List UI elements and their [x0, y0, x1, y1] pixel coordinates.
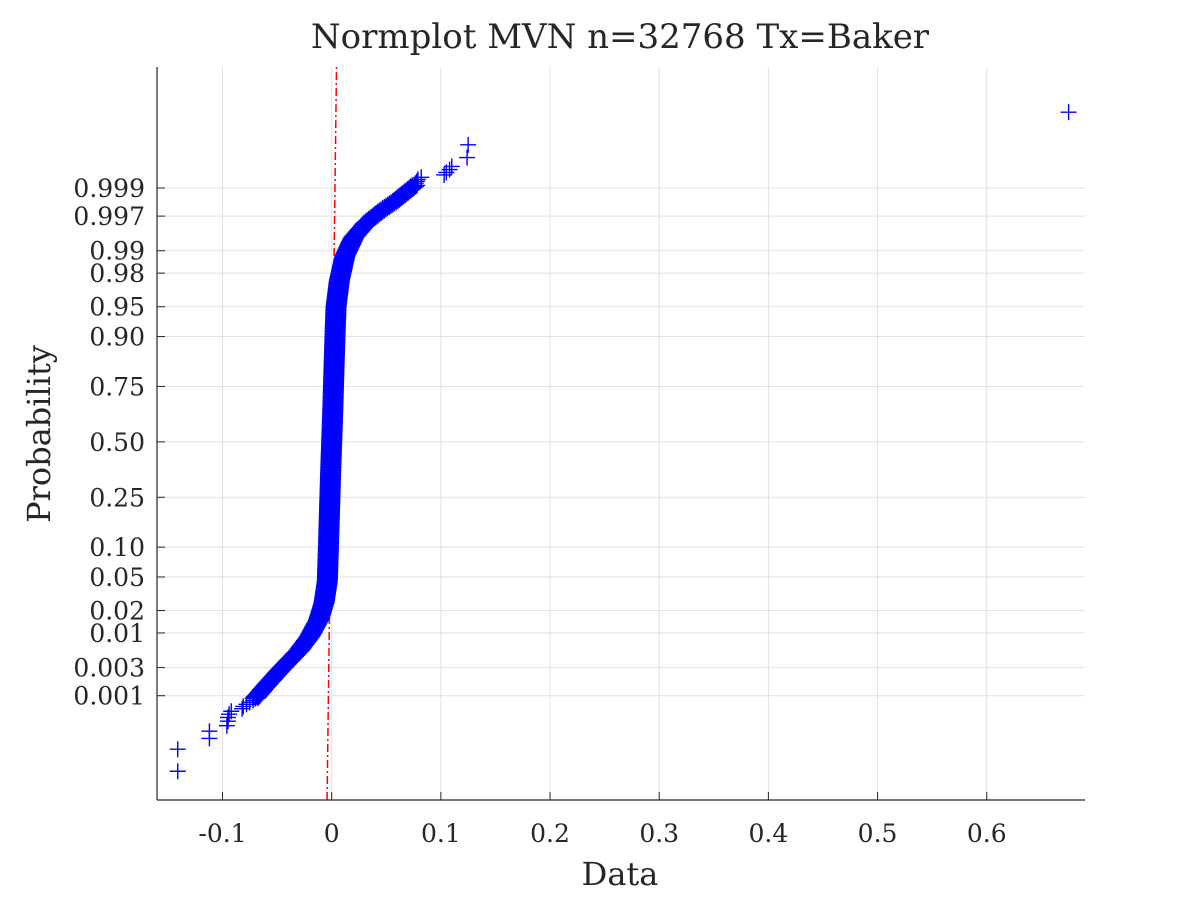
x-tick-label: -0.1: [198, 819, 246, 848]
data-point-outlier: [221, 706, 238, 723]
grid-lines: [157, 67, 1085, 800]
x-tick-labels: -0.1 0 0.1 0.2 0.3 0.4 0.5 0.6: [198, 819, 1006, 848]
y-tick-label: 0.003: [73, 654, 145, 683]
reference-line-group: [326, 66, 338, 801]
y-tick-label: 0.10: [89, 533, 145, 562]
y-tick-label: 0.05: [89, 563, 145, 592]
data-point-outlier: [413, 169, 430, 186]
data-point-outlier: [443, 158, 460, 175]
y-tick-label: 0.25: [89, 483, 145, 512]
x-axis-label: Data: [582, 855, 659, 893]
data-point-outlier: [409, 171, 426, 188]
y-tick-label: 0.90: [89, 323, 145, 352]
y-tick-label: 0.02: [89, 597, 145, 626]
data-point-outlier: [218, 717, 235, 734]
y-tick-label: 0.99: [89, 237, 145, 266]
y-tick-label: 0.997: [73, 202, 145, 231]
data-point-outlier: [1060, 104, 1077, 121]
data-point-outlier: [441, 161, 458, 178]
data-point-outlier: [245, 692, 262, 709]
data-point-outlier: [169, 763, 186, 780]
y-tick-label: 0.01: [89, 619, 145, 648]
data-point-outlier: [408, 173, 425, 190]
y-tick-label: 0.001: [73, 682, 145, 711]
data-point-outlier: [169, 741, 186, 758]
y-tick-label: 0.50: [89, 428, 145, 457]
data-point-outlier: [459, 149, 476, 166]
y-tick-label: 0.75: [89, 372, 145, 401]
y-tick-label: 0.95: [89, 293, 145, 322]
data-point-outlier: [201, 723, 218, 740]
x-tick-label: 0.5: [858, 819, 898, 848]
chart-title: Normplot MVN n=32768 Tx=Baker: [311, 17, 930, 57]
y-axis-label: Probability: [20, 345, 58, 523]
axes-frame: [156, 67, 1085, 801]
y-tick-label: 0.999: [73, 174, 145, 203]
data-point-outlier: [234, 700, 251, 717]
data-point-outlier: [235, 698, 252, 715]
x-tick-label: 0.6: [967, 819, 1007, 848]
data-point-outlier: [238, 696, 255, 713]
data-point-outlier: [223, 703, 240, 720]
x-tick-label: 0.1: [421, 819, 461, 848]
data-point-outlier: [247, 690, 264, 707]
x-tick-label: 0.4: [749, 819, 789, 848]
data-point-outlier: [460, 136, 477, 153]
data-points: [169, 104, 1077, 780]
y-tick-label: 0.98: [89, 259, 145, 288]
data-point-outlier: [219, 709, 236, 726]
x-tick-label: 0: [324, 819, 340, 848]
x-tick-label: 0.2: [530, 819, 570, 848]
reference-line: [326, 66, 338, 801]
x-tick-label: 0.3: [639, 819, 679, 848]
